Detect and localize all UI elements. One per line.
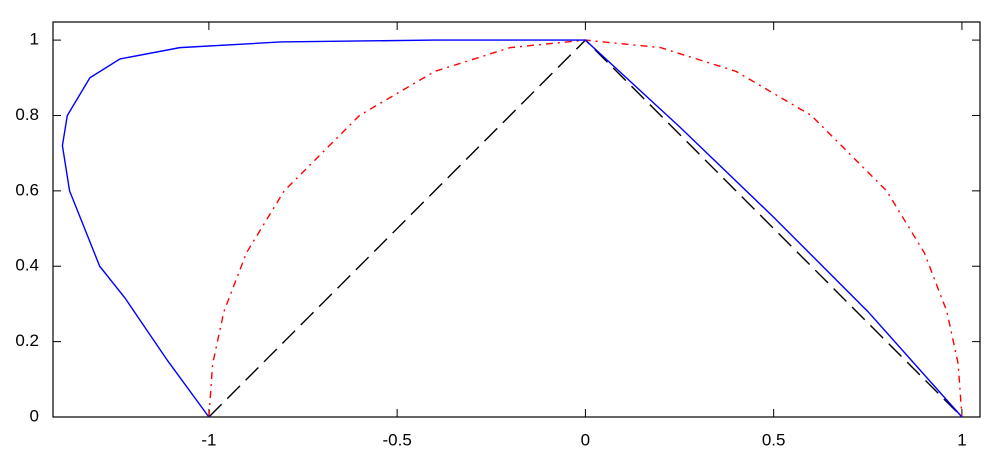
plot-frame: [52, 21, 981, 418]
y-tick-label: 0.8: [15, 105, 39, 124]
x-tick-label: 1: [957, 430, 966, 449]
y-tick-label: 0.4: [15, 256, 39, 275]
y-tick-label: 1: [30, 30, 39, 49]
data-line: [208, 39, 963, 418]
x-tick-label: 0: [581, 430, 590, 449]
data-line: [61, 39, 963, 418]
y-tick-label: 0.2: [15, 331, 39, 350]
x-tick-label: 0.5: [762, 430, 786, 449]
x-tick-label: -0.5: [382, 430, 411, 449]
y-tick-label: 0: [30, 406, 39, 425]
data-line: [208, 39, 963, 418]
x-tick-label: -1: [201, 430, 216, 449]
y-tick-label: 0.6: [15, 180, 39, 199]
